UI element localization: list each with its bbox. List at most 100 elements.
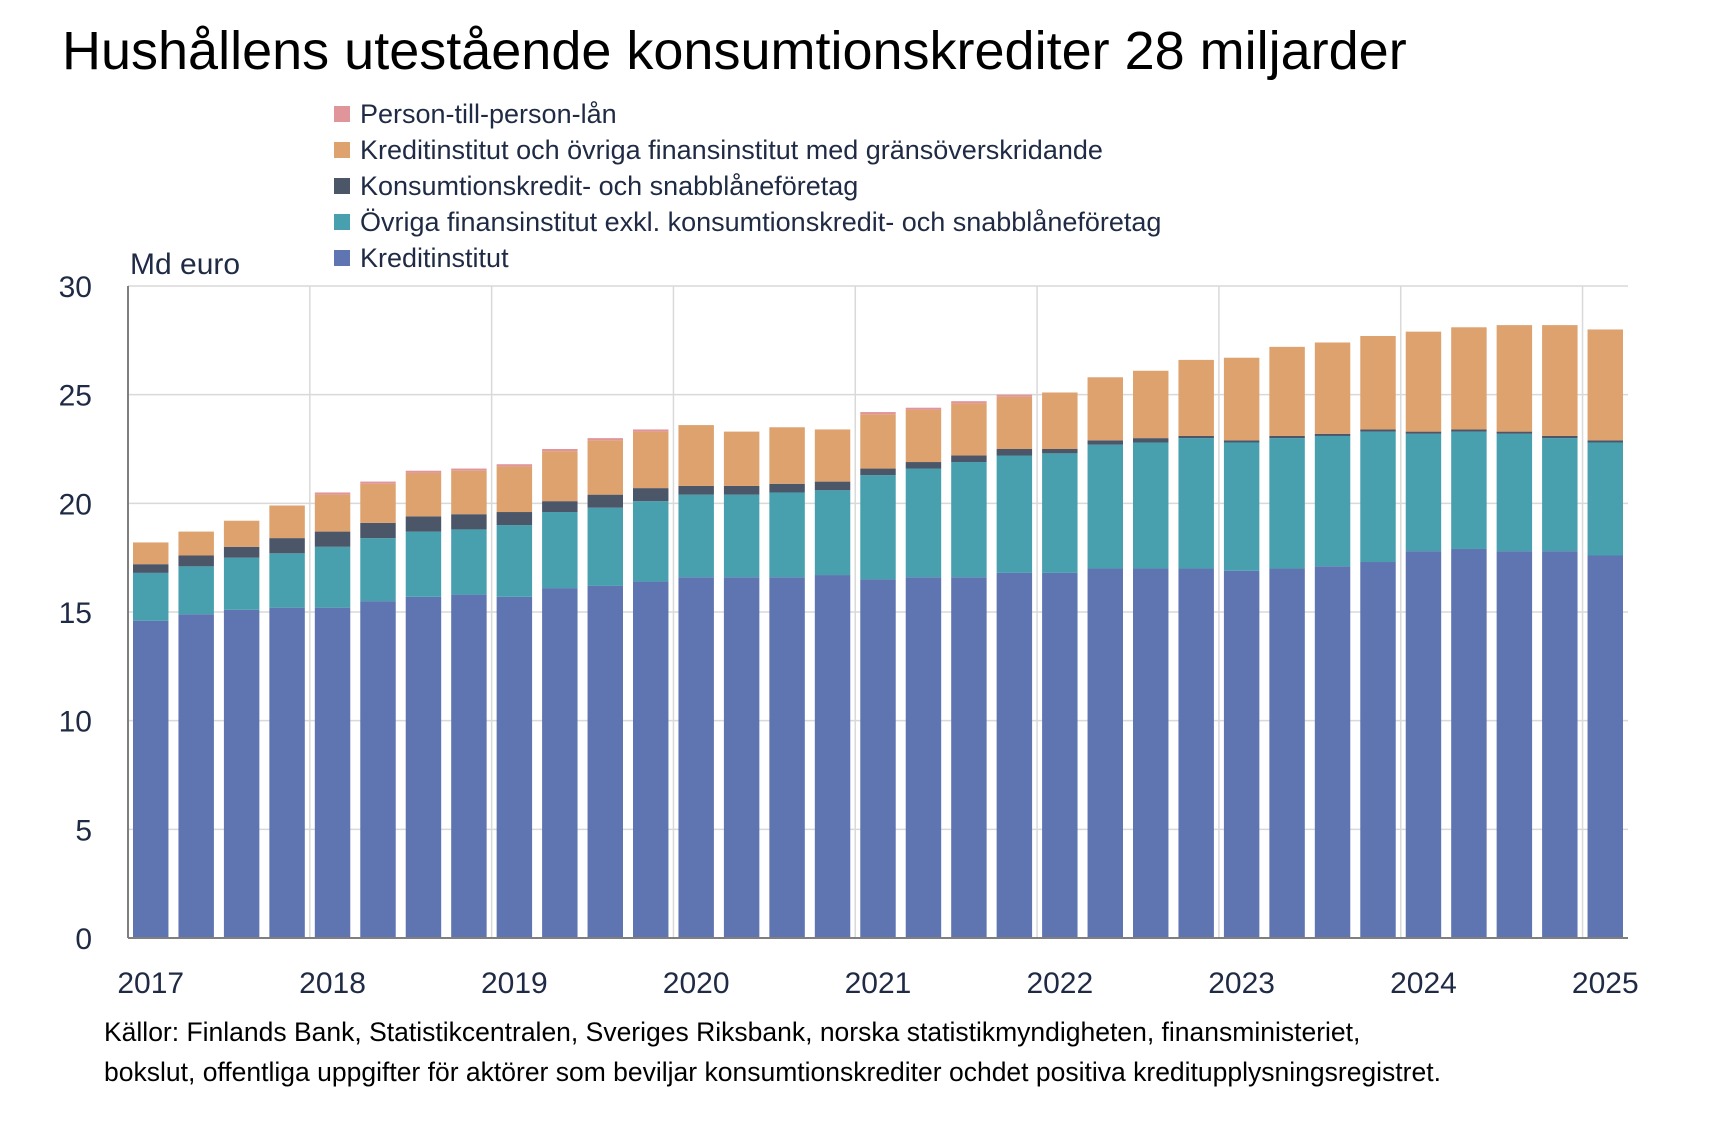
bar-segment-cross-border	[314, 494, 351, 532]
bar-segment-cross-border	[1542, 325, 1578, 436]
bar-segment-consumer-credit	[769, 483, 805, 493]
legend-item-other-financial: Övriga finansinstitut exkl. konsumtionsk…	[334, 204, 1161, 240]
y-tick-label: 30	[59, 271, 92, 304]
source-line-2: bokslut, offentliga uppgifter för aktöre…	[104, 1057, 1441, 1087]
bar-segment-credit-institutions	[1405, 551, 1442, 938]
bar-segment-other-financial	[360, 538, 396, 602]
bar-segment-cross-border	[133, 542, 169, 565]
bar-segment-p2p	[587, 438, 623, 441]
bar-segment-other-financial	[178, 566, 214, 615]
bar-segment-credit-institutions	[496, 596, 533, 938]
legend-item-p2p: Person-till-person-lån	[334, 96, 1161, 132]
bar-segment-credit-institutions	[678, 577, 714, 938]
bar-segment-p2p	[496, 464, 533, 467]
bar-segment-cross-border	[1133, 370, 1169, 439]
y-axis-unit-label: Md euro	[130, 248, 241, 281]
bar-segment-other-financial	[1587, 442, 1623, 556]
bar-segment-p2p	[996, 394, 1033, 397]
legend-item-credit-institutions: Kreditinstitut	[334, 240, 1161, 276]
bar-segment-other-financial	[223, 557, 260, 610]
bar-segment-cross-border	[723, 431, 760, 486]
bar-segment-consumer-credit	[1178, 435, 1214, 439]
bar-segment-consumer-credit	[405, 516, 442, 532]
x-tick-label: 2017	[117, 967, 184, 1000]
bar-segment-credit-institutions	[1496, 551, 1533, 938]
bar-segment-p2p	[951, 401, 987, 404]
bar-segment-other-financial	[496, 525, 533, 597]
y-tick-label: 25	[59, 380, 92, 413]
bar-segment-other-financial	[860, 475, 896, 580]
bar-segment-cross-border	[1178, 359, 1214, 436]
bar-segment-consumer-credit	[360, 522, 396, 539]
bar-segment-cross-border	[178, 531, 214, 556]
bar-segment-consumer-credit	[1587, 440, 1623, 443]
bar-segment-other-financial	[769, 492, 805, 578]
bar-segment-credit-institutions	[314, 607, 351, 938]
x-tick-label: 2022	[1026, 967, 1093, 1000]
bar-segment-other-financial	[633, 501, 669, 582]
legend-swatch-credit-institutions	[334, 250, 350, 266]
bars	[133, 325, 1623, 938]
bar-segment-consumer-credit	[1542, 435, 1578, 439]
bar-segment-credit-institutions	[1133, 568, 1169, 938]
bar-segment-other-financial	[1269, 438, 1305, 569]
y-tick-label: 10	[59, 706, 92, 739]
bar-segment-other-financial	[723, 494, 760, 578]
x-tick-label: 2018	[299, 967, 366, 1000]
legend-label: Person-till-person-lån	[360, 99, 617, 129]
chart-title: Hushållens utestående konsumtionskredite…	[62, 21, 1407, 81]
bar-segment-credit-institutions	[769, 577, 805, 938]
legend: Person-till-person-lån Kreditinstitut oc…	[334, 96, 1161, 276]
bar-segment-credit-institutions	[1587, 555, 1623, 938]
legend-label: Kreditinstitut och övriga finansinstitut…	[360, 135, 1103, 165]
bar-segment-credit-institutions	[1042, 572, 1078, 938]
x-tick-label: 2021	[845, 967, 912, 1000]
bar-segment-cross-border	[1223, 357, 1260, 441]
bar-segment-credit-institutions	[405, 596, 442, 938]
legend-label: Konsumtionskredit- och snabblåneföretag	[360, 171, 859, 201]
bar-segment-p2p	[451, 468, 487, 471]
bar-segment-consumer-credit	[1269, 435, 1305, 439]
bar-segment-other-financial	[133, 572, 169, 621]
bar-segment-other-financial	[1042, 453, 1078, 573]
bar-segment-consumer-credit	[451, 514, 487, 530]
bar-segment-cross-border	[223, 520, 260, 547]
bar-segment-cross-border	[1587, 329, 1623, 441]
bar-segment-p2p	[314, 492, 351, 495]
bar-segment-other-financial	[1496, 433, 1533, 552]
bar-segment-other-financial	[1405, 433, 1442, 552]
bar-segment-other-financial	[1451, 431, 1487, 549]
bar-segment-credit-institutions	[996, 572, 1033, 938]
bar-segment-other-financial	[1542, 438, 1578, 552]
x-tick-label: 2024	[1390, 967, 1457, 1000]
bar-segment-cross-border	[405, 472, 442, 517]
bar-segment-credit-institutions	[860, 579, 896, 938]
bar-segment-credit-institutions	[1542, 551, 1578, 938]
bar-segment-credit-institutions	[1314, 566, 1351, 938]
x-tick-label: 2020	[663, 967, 730, 1000]
bar-segment-cross-border	[678, 425, 714, 486]
y-tick-label: 20	[59, 488, 92, 521]
y-tick-label: 15	[59, 597, 92, 630]
bar-segment-consumer-credit	[996, 449, 1033, 456]
bar-segment-cross-border	[451, 470, 487, 515]
bar-segment-consumer-credit	[1360, 429, 1396, 432]
bar-segment-p2p	[542, 449, 578, 452]
bar-segment-consumer-credit	[1496, 431, 1533, 434]
bar-segment-credit-institutions	[1178, 568, 1214, 938]
legend-label: Övriga finansinstitut exkl. konsumtionsk…	[360, 207, 1162, 237]
source-note: Källor: Finlands Bank, Statistikcentrale…	[104, 1012, 1441, 1092]
bar-segment-other-financial	[814, 490, 851, 576]
bar-segment-other-financial	[451, 529, 487, 595]
bar-segment-cross-border	[860, 414, 896, 469]
bar-segment-credit-institutions	[723, 577, 760, 938]
bar-segment-other-financial	[951, 462, 987, 578]
bar-segment-other-financial	[905, 468, 942, 578]
bar-segment-cross-border	[1087, 377, 1123, 441]
bar-segment-other-financial	[587, 507, 623, 586]
bar-segment-consumer-credit	[542, 501, 578, 513]
bar-segment-consumer-credit	[1314, 433, 1351, 436]
bar-segment-cross-border	[1451, 327, 1487, 430]
bar-segment-cross-border	[814, 429, 851, 482]
bar-segment-cross-border	[1360, 335, 1396, 430]
